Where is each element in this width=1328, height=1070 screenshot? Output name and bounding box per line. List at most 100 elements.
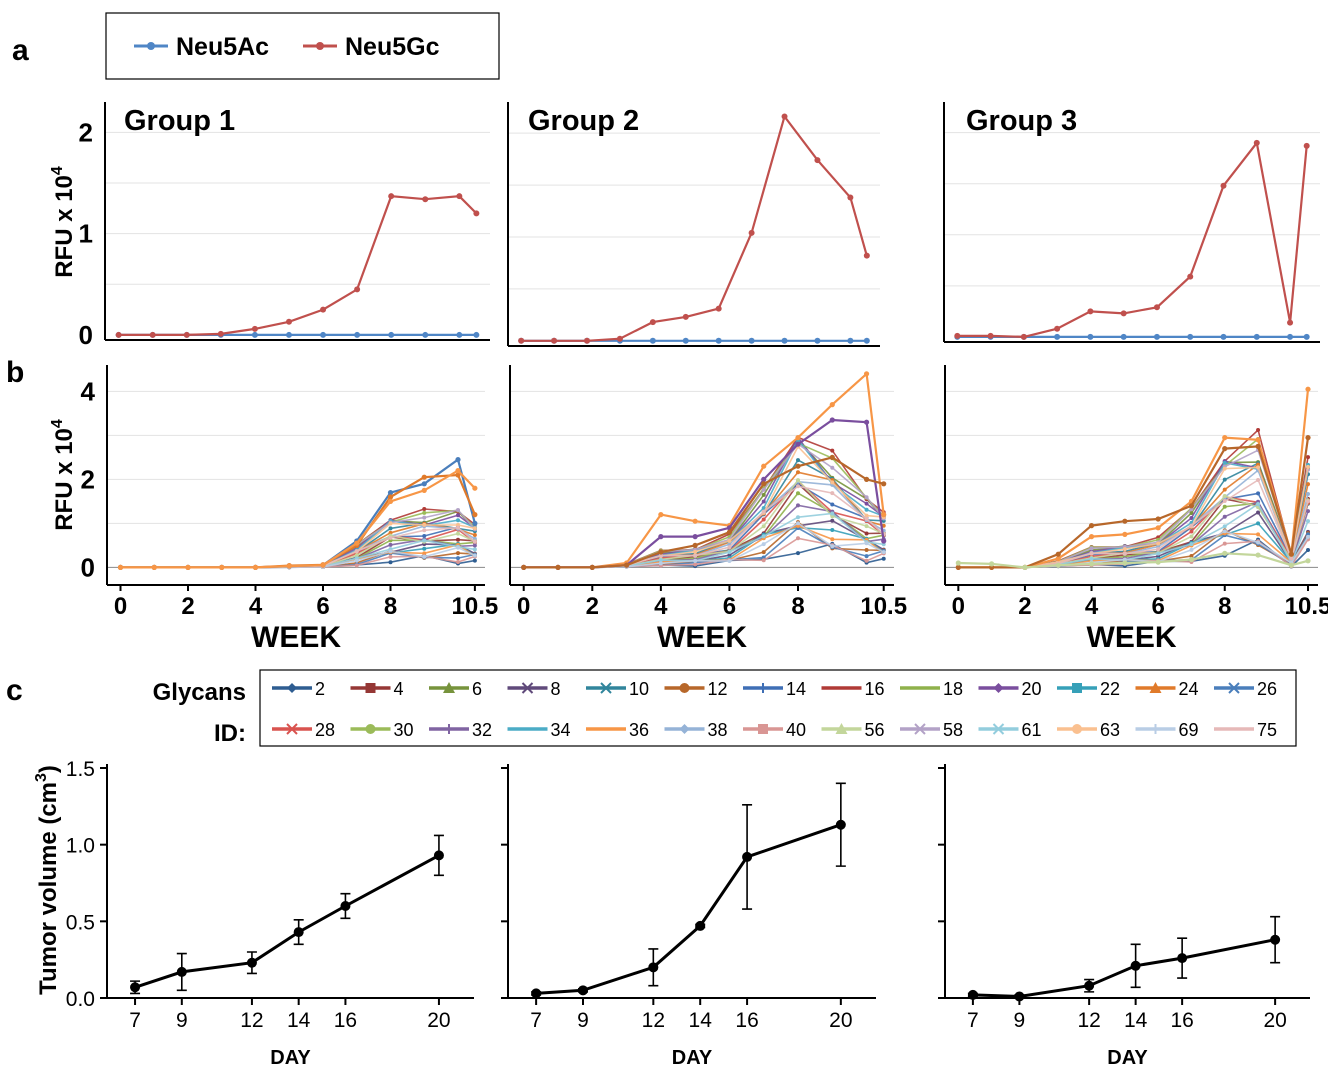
- glycan-legend-marker-30: [365, 724, 376, 734]
- data-point-neu5ac: [422, 331, 429, 338]
- data-point-neu5ac: [748, 337, 755, 344]
- glycan-legend-marker-26: [1228, 682, 1240, 694]
- data-point-neu5ac: [320, 331, 327, 338]
- data-point-glycan-36: [455, 468, 461, 474]
- series-line-glycan-38: [120, 525, 476, 569]
- data-point-neu5ac: [354, 331, 361, 338]
- glycan-legend-marker-6: [443, 682, 455, 693]
- data-point-glycan-14: [422, 533, 427, 538]
- y-tick-label: 1.0: [66, 835, 95, 858]
- panel-b-plot-2: 0 2 4 6 8 10.5 WEEK: [509, 365, 907, 654]
- glycan-legend-marker-24: [1149, 682, 1162, 693]
- data-point-tumor-volume: [578, 985, 589, 996]
- panel-a-plot-3: Group 3: [943, 102, 1320, 343]
- data-point-glycan-36: [320, 562, 326, 568]
- data-point-glycan-58: [830, 465, 835, 470]
- legend-neu5gc-marker: [316, 42, 324, 50]
- data-point-glycan-63: [830, 480, 835, 485]
- data-point-glycan-36: [795, 435, 801, 441]
- x-tick-label: 20: [829, 1009, 852, 1032]
- data-point-glycan-63: [1306, 464, 1311, 469]
- data-point-glycan-8: [830, 518, 835, 523]
- data-point-glycan-75: [388, 535, 393, 540]
- data-point-neu5gc: [1187, 273, 1194, 280]
- data-point-glycan-10: [796, 458, 800, 463]
- data-point-glycan-20: [456, 513, 460, 518]
- glycan-legend-marker-38: [679, 724, 690, 734]
- data-point-glycan-12: [1288, 551, 1294, 557]
- data-point-neu5ac: [814, 337, 821, 344]
- data-point-glycan-75: [1222, 499, 1227, 504]
- data-point-glycan-36: [1255, 437, 1261, 443]
- data-point-glycan-12: [864, 547, 869, 552]
- data-point-glycan-36: [185, 564, 191, 571]
- data-point-glycan-22: [830, 527, 835, 532]
- data-point-glycan-2: [472, 558, 477, 563]
- data-point-glycan-26: [456, 556, 460, 561]
- data-point-glycan-56: [1122, 560, 1128, 566]
- data-point-neu5gc: [183, 331, 190, 338]
- data-point-glycan-75: [1256, 477, 1261, 482]
- x-axis-label: WEEK: [251, 621, 341, 654]
- data-point-glycan-61: [472, 547, 477, 552]
- data-point-glycan-75: [761, 509, 766, 514]
- data-point-glycan-24: [472, 511, 478, 518]
- data-point-glycan-12: [1188, 503, 1195, 509]
- data-point-neu5ac: [1054, 333, 1061, 340]
- x-tick-label: 14: [1124, 1009, 1148, 1032]
- data-point-glycan-2: [388, 560, 393, 565]
- data-point-glycan-2: [1306, 547, 1311, 552]
- data-point-neu5ac: [715, 337, 722, 344]
- data-point-glycan-63: [864, 513, 869, 518]
- glycan-legend-marker-56: [835, 723, 848, 734]
- data-point-neu5gc: [1120, 310, 1127, 317]
- data-point-glycan-40: [1222, 541, 1227, 546]
- data-point-glycan-38: [1306, 491, 1311, 496]
- data-point-glycan-56: [1188, 556, 1195, 563]
- glycan-legend-label-6: 6: [472, 679, 482, 699]
- data-point-glycan-36: [692, 518, 698, 524]
- glycan-legend-label-12: 12: [708, 679, 728, 699]
- glycan-legend-marker-4: [365, 683, 376, 693]
- data-point-neu5ac: [388, 331, 395, 338]
- series-line-glycan-75: [120, 526, 476, 569]
- data-point-glycan-20: [795, 441, 801, 447]
- glycan-legend-title-2: ID:: [214, 720, 246, 747]
- data-point-glycan-69: [1189, 547, 1194, 552]
- data-point-glycan-69: [1256, 540, 1261, 545]
- data-point-glycan-22: [1256, 521, 1261, 526]
- data-point-glycan-36: [422, 551, 427, 556]
- data-point-tumor-volume: [340, 901, 351, 911]
- data-point-glycan-75: [354, 549, 359, 554]
- data-point-glycan-40: [456, 560, 460, 565]
- data-point-glycan-12: [726, 529, 733, 535]
- data-point-glycan-12: [1255, 443, 1261, 449]
- data-point-glycan-56: [989, 561, 995, 567]
- legend-a: Neu5Ac Neu5Gc: [105, 12, 500, 80]
- glycan-legend-marker-61: [992, 723, 1005, 735]
- x-tick-label: 4: [249, 593, 263, 620]
- data-point-glycan-40: [388, 554, 393, 559]
- data-point-glycan-56: [1088, 561, 1095, 567]
- data-point-neu5ac: [473, 331, 480, 338]
- data-point-glycan-26: [455, 457, 461, 463]
- data-point-glycan-12: [456, 551, 460, 556]
- data-point-neu5ac: [1087, 333, 1094, 340]
- data-point-glycan-20: [829, 417, 835, 423]
- data-point-glycan-12: [881, 481, 887, 487]
- data-point-glycan-26: [761, 555, 766, 560]
- data-point-glycan-36: [252, 564, 259, 571]
- x-axis-label: WEEK: [657, 621, 747, 654]
- data-point-glycan-20: [761, 499, 766, 504]
- data-point-tumor-volume: [1014, 991, 1025, 1002]
- data-point-glycan-56: [1155, 559, 1161, 565]
- data-point-glycan-69: [1122, 557, 1127, 562]
- x-tick-label: 0: [517, 593, 530, 620]
- data-point-glycan-75: [1289, 556, 1294, 561]
- glycan-legend-marker-22: [1072, 683, 1082, 693]
- data-point-glycan-12: [829, 454, 835, 460]
- y-tick-label: 1: [79, 219, 93, 249]
- series-line-tumor-volume: [134, 854, 440, 989]
